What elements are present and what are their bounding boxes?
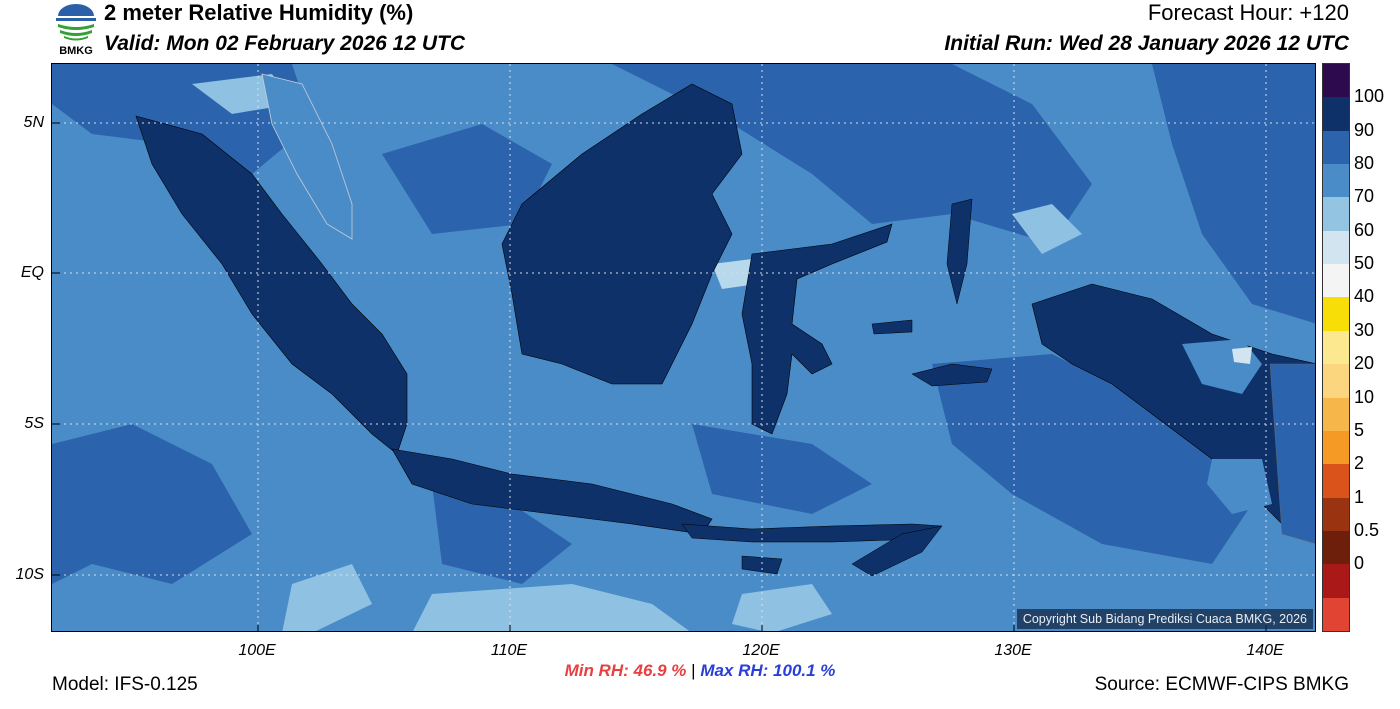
colorbar-segment (1323, 564, 1349, 599)
lat-label-5n: 5N (23, 114, 44, 131)
colorbar-segment (1323, 364, 1349, 399)
colorbar-segment (1323, 130, 1349, 165)
rh-stats: Min RH: 46.9 % | Max RH: 100.1 % (0, 661, 1400, 681)
colorbar-label: 50 (1354, 253, 1375, 274)
min-rh: Min RH: 46.9 % (564, 661, 687, 680)
colorbar-segment (1323, 230, 1349, 265)
colorbar-label: 20 (1354, 353, 1375, 374)
colorbar-label: 0 (1354, 553, 1365, 574)
colorbar-label: 90 (1354, 119, 1375, 140)
colorbar-label: 30 (1354, 319, 1375, 340)
max-rh: Max RH: 100.1 % (700, 661, 836, 680)
lon-label-140e: 140E (1246, 642, 1284, 659)
colorbar-label: 5 (1354, 419, 1365, 440)
colorbar-label: 80 (1354, 153, 1375, 174)
colorbar-label: 2 (1354, 453, 1365, 474)
colorbar-label: 1 (1354, 486, 1365, 507)
lat-label-eq: EQ (20, 264, 44, 281)
colorbar-segment (1323, 164, 1349, 198)
colorbar-segment (1323, 597, 1349, 632)
colorbar (1322, 63, 1350, 632)
colorbar-segment (1323, 464, 1349, 499)
colorbar-label: 60 (1354, 219, 1375, 240)
source-label: Source: ECMWF-CIPS BMKG (1094, 674, 1349, 695)
colorbar-segment (1323, 64, 1349, 98)
copyright-notice: Copyright Sub Bidang Prediksi Cuaca BMKG… (1016, 609, 1313, 629)
lon-label-110e: 110E (490, 642, 528, 659)
lon-label-100e: 100E (238, 642, 276, 659)
initial-run: Initial Run: Wed 28 January 2026 12 UTC (944, 32, 1349, 55)
colorbar-segment (1323, 330, 1349, 365)
colorbar-label: 100 (1354, 86, 1385, 107)
colorbar-segment (1323, 97, 1349, 132)
stats-separator: | (691, 661, 696, 680)
colorbar-label: 70 (1354, 186, 1375, 207)
colorbar-label: 0.5 (1354, 519, 1380, 540)
humidity-map: Copyright Sub Bidang Prediksi Cuaca BMKG… (51, 63, 1316, 632)
logo-text: BMKG (59, 45, 93, 57)
colorbar-segment (1323, 530, 1349, 565)
model-label: Model: IFS-0.125 (52, 674, 198, 695)
colorbar-segment (1323, 430, 1349, 465)
colorbar-segment (1323, 197, 1349, 232)
lat-label-10s: 10S (15, 566, 44, 583)
valid-time: Valid: Mon 02 February 2026 12 UTC (104, 32, 466, 55)
map-canvas (52, 64, 1315, 631)
forecast-hour: Forecast Hour: +120 (1147, 0, 1349, 25)
lat-label-5s: 5S (24, 415, 44, 432)
colorbar-segment (1323, 264, 1349, 298)
colorbar-segment (1323, 297, 1349, 332)
colorbar-label: 40 (1354, 286, 1375, 307)
chart-title: 2 meter Relative Humidity (%) (104, 0, 414, 25)
colorbar-segment (1323, 497, 1349, 532)
lon-label-120e: 120E (742, 642, 780, 659)
colorbar-label: 10 (1354, 386, 1375, 407)
lon-label-130e: 130E (994, 642, 1032, 659)
colorbar-segment (1323, 397, 1349, 432)
bmkg-logo: BMKG (52, 0, 100, 60)
